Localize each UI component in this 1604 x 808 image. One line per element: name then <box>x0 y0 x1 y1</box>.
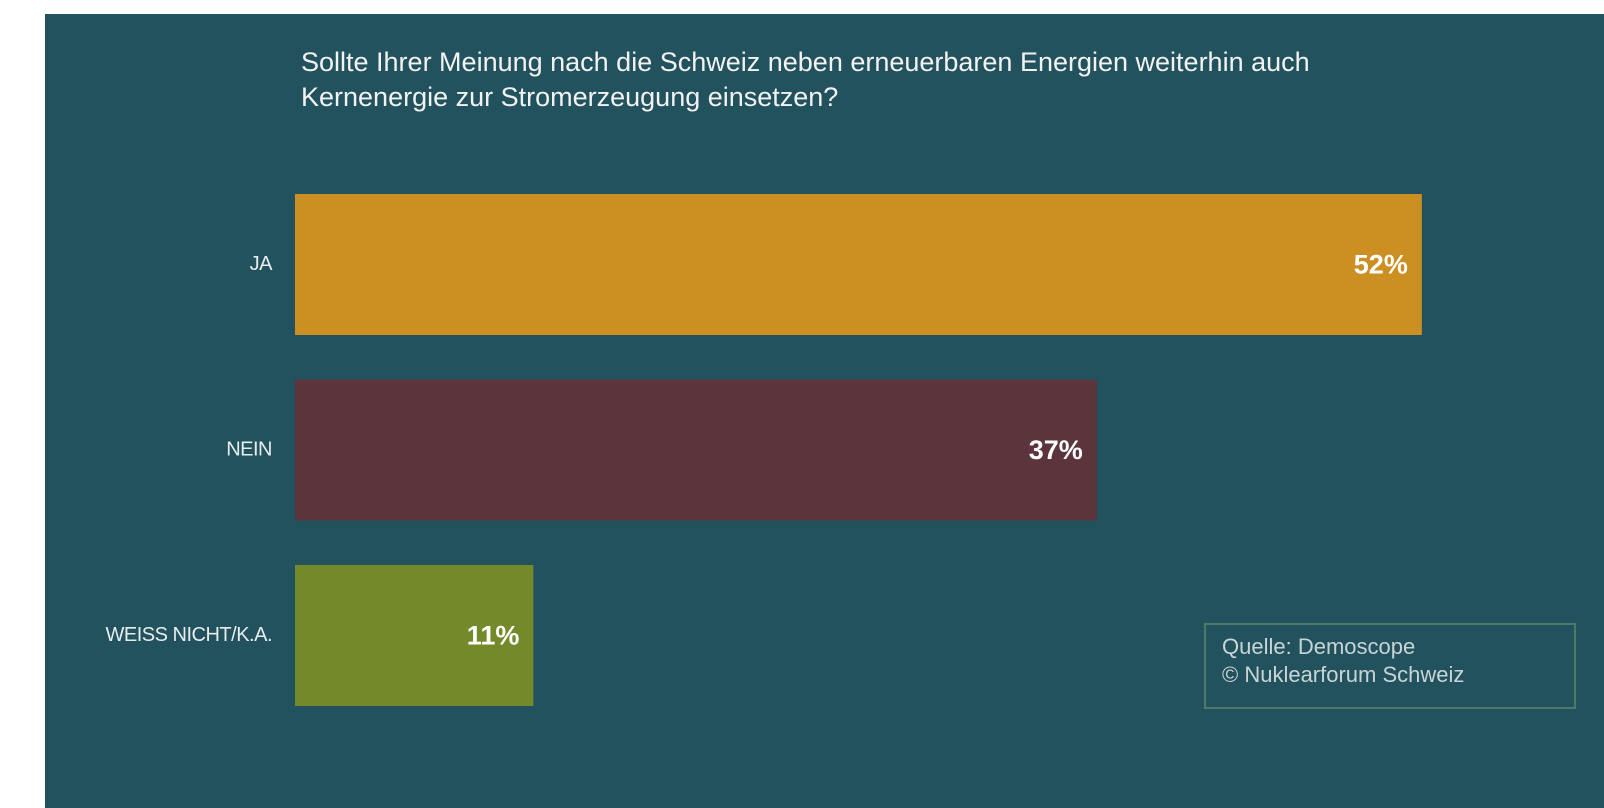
chart-title: Sollte Ihrer Meinung nach die Schweiz ne… <box>301 47 1310 77</box>
bar <box>295 565 534 706</box>
bar <box>295 379 1097 521</box>
source: Quelle: Demoscope <box>1222 634 1415 659</box>
category-label: WEISS NICHT/K.A. <box>106 624 272 646</box>
chart-title: Kernenergie zur Stromerzeugung einsetzen… <box>301 82 838 112</box>
value-label: 37% <box>1029 435 1083 465</box>
value-label: 52% <box>1354 250 1408 280</box>
category-label: JA <box>250 253 274 275</box>
bar <box>295 194 1422 335</box>
value-label: 11% <box>467 621 520 651</box>
source-box <box>1204 623 1576 709</box>
source: © Nuklearforum Schweiz <box>1222 662 1464 687</box>
category-label: NEIN <box>226 438 272 460</box>
